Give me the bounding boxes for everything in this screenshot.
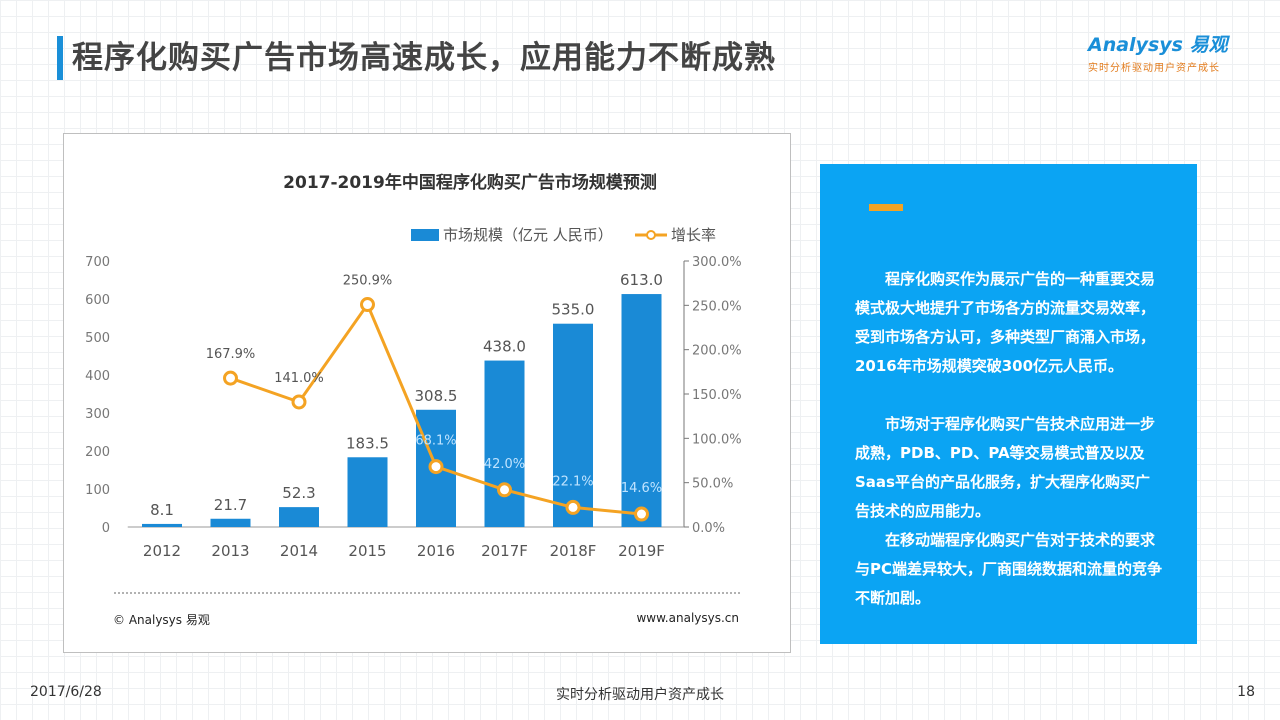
y-left-tick-label: 500 <box>85 331 110 346</box>
x-tick-label: 2016 <box>417 542 455 560</box>
growth-rate-label: 68.1% <box>415 434 456 449</box>
y-right-tick-label: 250.0% <box>692 299 742 314</box>
y-left-tick-label: 700 <box>85 255 110 270</box>
legend-line-marker <box>646 230 656 240</box>
chart-title: 2017-2019年中国程序化购买广告市场规模预测 <box>283 172 657 193</box>
y-right-tick-label: 100.0% <box>692 432 742 447</box>
x-tick-label: 2017F <box>481 542 528 560</box>
logo-slogan: 实时分析驱动用户资产成长 <box>1088 63 1220 74</box>
legend-bar-swatch <box>411 229 439 241</box>
y-left-tick-label: 600 <box>85 293 110 308</box>
y-right-tick-label: 50.0% <box>692 477 733 492</box>
summary-panel: 程序化购买作为展示广告的一种重要交易模式极大地提升了市场各方的流量交易效率，受到… <box>820 164 1197 644</box>
bar-value-label: 183.5 <box>346 434 389 452</box>
growth-rate-point <box>634 506 649 522</box>
growth-rate-label: 22.1% <box>552 474 593 489</box>
y-left-tick-label: 200 <box>85 445 110 460</box>
x-tick-label: 2013 <box>211 542 249 560</box>
growth-rate-label: 141.0% <box>274 371 324 386</box>
growth-rate-point <box>360 297 375 313</box>
bar-value-label: 8.1 <box>150 501 174 519</box>
y-left-tick-label: 400 <box>85 369 110 384</box>
chart-panel: 2017-2019年中国程序化购买广告市场规模预测 市场规模（亿元 人民币） 增… <box>63 133 791 653</box>
y-left-tick-label: 0 <box>102 521 110 536</box>
chart-bar <box>347 457 388 527</box>
summary-paragraph-2: 市场对于程序化购买广告技术应用进一步成熟，PDB、PD、PA等交易模式普及以及S… <box>855 415 1156 520</box>
growth-rate-point <box>428 459 444 475</box>
logo-brand: Analysys 易观 <box>1088 34 1228 56</box>
x-tick-label: 2019F <box>618 542 665 560</box>
page-title: 程序化购买广告市场高速成长，应用能力不断成熟 <box>72 40 776 76</box>
growth-rate-point <box>565 499 581 515</box>
bar-value-label: 52.3 <box>282 484 315 502</box>
bar-value-label: 308.5 <box>415 387 458 405</box>
page-number: 18 <box>1237 684 1255 700</box>
growth-rate-label: 42.0% <box>484 457 525 472</box>
chart-bar <box>621 294 662 527</box>
y-right-tick-label: 0.0% <box>692 521 725 536</box>
chart-website: www.analysys.cn <box>636 611 739 625</box>
summary-paragraph-3: 在移动端程序化购买广告对于技术的要求与PC端差异较大，厂商围绕数据和流量的竞争不… <box>855 531 1163 607</box>
x-tick-label: 2012 <box>143 542 181 560</box>
bar-value-label: 438.0 <box>483 338 526 356</box>
y-right-tick-label: 200.0% <box>692 344 742 359</box>
footer-slogan: 实时分析驱动用户资产成长 <box>556 687 724 703</box>
bar-value-label: 613.0 <box>620 271 663 289</box>
chart-source: © Analysys 易观 <box>113 613 210 627</box>
y-left-tick-label: 300 <box>85 407 110 422</box>
growth-rate-label: 167.9% <box>206 347 256 362</box>
y-left-tick-label: 100 <box>85 483 110 498</box>
growth-rate-label: 14.6% <box>621 481 662 496</box>
growth-rate-point <box>497 482 512 498</box>
y-right-tick-label: 150.0% <box>692 388 742 403</box>
growth-rate-point <box>223 370 238 386</box>
chart-plot: 0 100 200 300 400 500 600 700 0.0% 50.0% 100.0% 150… <box>85 255 741 560</box>
chart-bar <box>279 507 319 527</box>
analysys-logo: Analysys 易观 实时分析驱动用户资产成长 <box>1088 30 1258 74</box>
chart-bar <box>484 360 525 527</box>
accent-dash <box>869 204 903 211</box>
chart-bar <box>553 323 593 527</box>
y-right-tick-label: 300.0% <box>692 255 742 270</box>
title-accent-bar <box>57 36 63 80</box>
bar-value-label: 535.0 <box>552 301 595 319</box>
bar-value-label: 21.7 <box>214 496 247 514</box>
legend-line-label: 增长率 <box>671 226 716 244</box>
chart-legend: 市场规模（亿元 人民币） 增长率 <box>411 226 716 244</box>
x-tick-label: 2014 <box>280 542 318 560</box>
market-size-chart: 2017-2019年中国程序化购买广告市场规模预测 市场规模（亿元 人民币） 增… <box>85 172 741 627</box>
chart-bar <box>142 523 182 527</box>
legend-bar-label: 市场规模（亿元 人民币） <box>443 226 613 244</box>
growth-rate-point <box>291 394 307 410</box>
growth-rate-label: 250.9% <box>343 274 393 289</box>
chart-bar <box>210 518 251 527</box>
summary-paragraph-1: 程序化购买作为展示广告的一种重要交易模式极大地提升了市场各方的流量交易效率，受到… <box>855 270 1156 375</box>
x-tick-label: 2015 <box>348 542 386 560</box>
footer-date: 2017/6/28 <box>30 684 102 700</box>
x-tick-label: 2018F <box>550 542 597 560</box>
